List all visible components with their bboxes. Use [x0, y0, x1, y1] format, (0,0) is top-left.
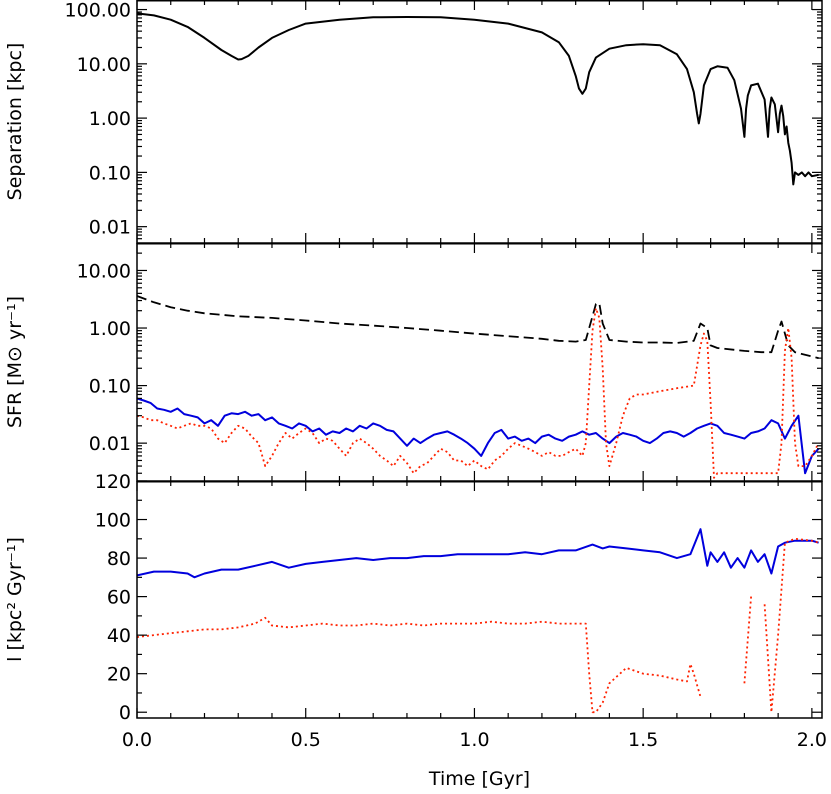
y-tick-label: 0.10	[89, 376, 131, 398]
y-tick-label: 0.01	[89, 217, 131, 239]
y-tick-label: 60	[107, 587, 131, 609]
y-tick-label: 40	[107, 625, 131, 647]
y-tick-label: 20	[107, 664, 131, 686]
y-tick-label: 100	[95, 510, 131, 532]
y-tick-label: 10.00	[77, 54, 131, 76]
plot-frame	[136, 481, 823, 719]
series-line-dotted	[137, 537, 819, 714]
x-tick-label: 0.5	[291, 729, 321, 751]
x-axis-title: Time [Gyr]	[428, 768, 530, 790]
y-axis-title: SFR [M⊙ yr⁻¹]	[4, 296, 26, 428]
series-line-dashed	[137, 295, 819, 359]
series-line-solid	[137, 528, 819, 579]
y-tick-label: 1.00	[89, 108, 131, 130]
x-tick-label: 1.0	[459, 729, 489, 751]
y-axis-title: l [kpc² Gyr⁻¹]	[4, 537, 26, 662]
series-group	[137, 295, 820, 479]
plot-frame	[136, 243, 823, 482]
x-tick-label: 0.0	[122, 729, 152, 751]
series-group	[137, 528, 819, 714]
y-tick-label: 100.00	[65, 0, 131, 22]
y-tick-label: 0.01	[89, 433, 131, 455]
panel-bottom: 120 100 80 60 40 20 0 0.0 0.5 1.0 1.5 2.0 l [kpc² Gy…	[4, 471, 827, 790]
y-axis-title: Separation [kpc]	[4, 43, 26, 201]
panel-top: 100.00 10.00 1.00 0.10 0.01 Separation [kpc]	[4, 0, 823, 244]
y-tick-label: 0	[119, 702, 131, 724]
y-tick-label: 1.00	[89, 318, 131, 340]
plot-frame	[136, 0, 823, 244]
series-line-solid	[137, 397, 820, 475]
x-tick-label: 1.5	[628, 729, 658, 751]
y-tick-label: 120	[95, 471, 131, 493]
y-tick-label: 80	[107, 548, 131, 570]
y-tick-label: 0.10	[89, 162, 131, 184]
series-line-dotted	[137, 307, 820, 479]
y-tick-label: 10.00	[77, 260, 131, 282]
panel-middle: 10.00 1.00 0.10 0.01 SFR [M⊙ yr⁻¹]	[4, 243, 823, 482]
series-group	[137, 12, 819, 186]
series-line-solid	[137, 12, 819, 186]
x-tick-label: 2.0	[797, 729, 827, 751]
